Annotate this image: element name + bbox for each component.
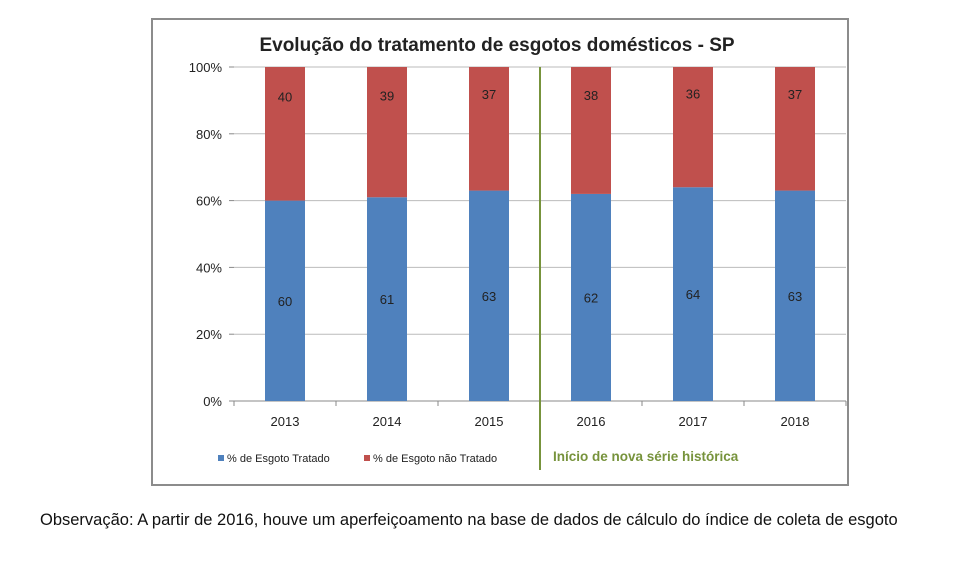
y-tick-label: 0% [203,394,222,409]
bar-treated [367,197,407,401]
data-label: 36 [686,86,700,101]
data-label: 60 [278,294,292,309]
stacked-bar-chart: Evolução do tratamento de esgotos domést… [189,35,847,470]
annotation-text: Início de nova série histórica [553,449,739,464]
x-tick-label: 2017 [679,414,708,429]
bar-treated [469,190,509,401]
x-tick-label: 2015 [475,414,504,429]
chart-title: Evolução do tratamento de esgotos domést… [259,35,734,56]
y-tick-label: 60% [196,194,222,209]
x-tick-label: 2016 [577,414,606,429]
data-label: 40 [278,89,292,104]
data-label: 38 [584,88,598,103]
data-label: 63 [482,289,496,304]
bar-untreated [367,67,407,198]
y-tick-label: 100% [189,60,223,75]
data-label: 63 [788,289,802,304]
y-tick-label: 20% [196,327,222,342]
data-label: 37 [482,87,496,102]
legend-swatch [364,455,370,461]
bar-untreated [673,67,713,188]
observation-note: Observação: A partir de 2016, houve um a… [40,511,898,529]
x-tick-label: 2018 [781,414,810,429]
legend-label: % de Esgoto não Tratado [373,453,497,465]
y-tick-label: 80% [196,127,222,142]
x-tick-label: 2014 [373,414,402,429]
legend-label: % de Esgoto Tratado [227,453,330,465]
x-tick-label: 2013 [271,414,300,429]
data-label: 62 [584,290,598,305]
bar-treated [265,200,305,401]
bar-treated [571,193,611,401]
legend-swatch [218,455,224,461]
bar-untreated [571,67,611,194]
bar-treated [673,187,713,401]
bar-treated [775,190,815,401]
data-label: 64 [686,287,700,302]
data-label: 61 [380,292,394,307]
y-tick-label: 40% [196,260,222,275]
bar-untreated [775,67,815,191]
bar-untreated [469,67,509,191]
bar-untreated [265,67,305,201]
data-label: 37 [788,87,802,102]
data-label: 39 [380,89,394,104]
